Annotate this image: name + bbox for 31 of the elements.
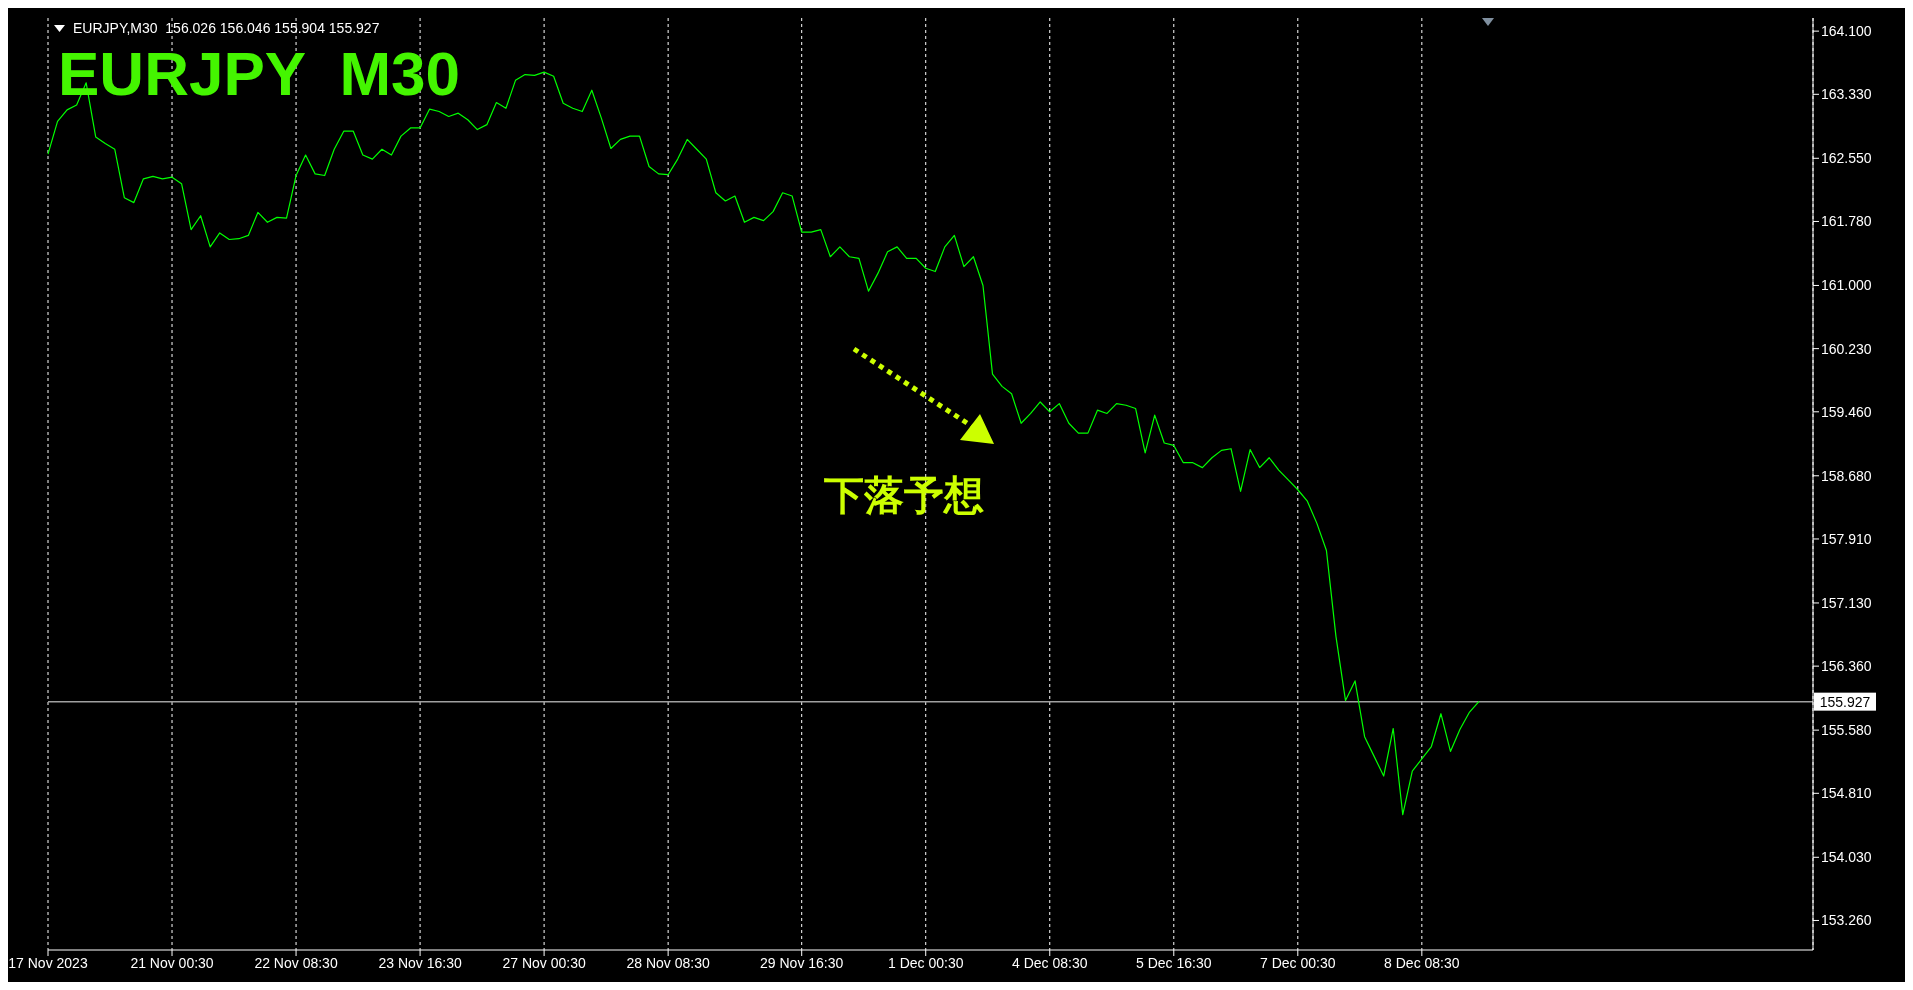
y-tick-label: 159.460 xyxy=(1821,403,1872,420)
x-tick-label: 29 Nov 16:30 xyxy=(760,954,844,971)
y-tick-label: 164.100 xyxy=(1821,23,1872,40)
chart-subtitle: EURJPY,M30 156.026 156.046 155.904 155.927 xyxy=(73,20,380,36)
y-tick-label: 154.810 xyxy=(1821,785,1872,802)
x-tick-label: 4 Dec 08:30 xyxy=(1012,954,1088,971)
x-tick-label: 7 Dec 00:30 xyxy=(1260,954,1336,971)
x-tick-label: 28 Nov 08:30 xyxy=(626,954,710,971)
y-tick-label: 163.330 xyxy=(1821,86,1872,103)
x-tick-label: 23 Nov 16:30 xyxy=(378,954,462,971)
y-tick-label: 161.780 xyxy=(1821,213,1872,230)
y-tick-label: 157.130 xyxy=(1821,594,1872,611)
x-tick-label: 22 Nov 08:30 xyxy=(254,954,338,971)
y-tick-label: 157.910 xyxy=(1821,530,1872,547)
y-tick-label: 153.260 xyxy=(1821,912,1872,929)
ref-line-label: 155.927 xyxy=(1819,693,1871,710)
annotation: 下落予想 xyxy=(824,471,984,520)
x-tick-label: 1 Dec 00:30 xyxy=(887,954,964,971)
y-tick-label: 155.580 xyxy=(1821,722,1872,739)
x-tick-label: 21 Nov 00:30 xyxy=(130,954,214,971)
chart-title: EURJPY M30 xyxy=(58,39,461,109)
x-tick-label: 27 Nov 00:30 xyxy=(502,954,586,971)
x-tick-label: 5 Dec 16:30 xyxy=(1136,954,1212,971)
x-tick-label: 17 Nov 2023 xyxy=(8,954,88,971)
y-tick-label: 162.550 xyxy=(1821,150,1872,167)
y-tick-label: 160.230 xyxy=(1821,340,1872,357)
y-tick-label: 158.680 xyxy=(1821,467,1872,484)
y-tick-label: 161.000 xyxy=(1821,277,1872,294)
y-tick-label: 154.030 xyxy=(1821,849,1872,866)
x-tick-label: 8 Dec 08:30 xyxy=(1384,954,1460,971)
y-tick-label: 156.360 xyxy=(1821,658,1872,675)
